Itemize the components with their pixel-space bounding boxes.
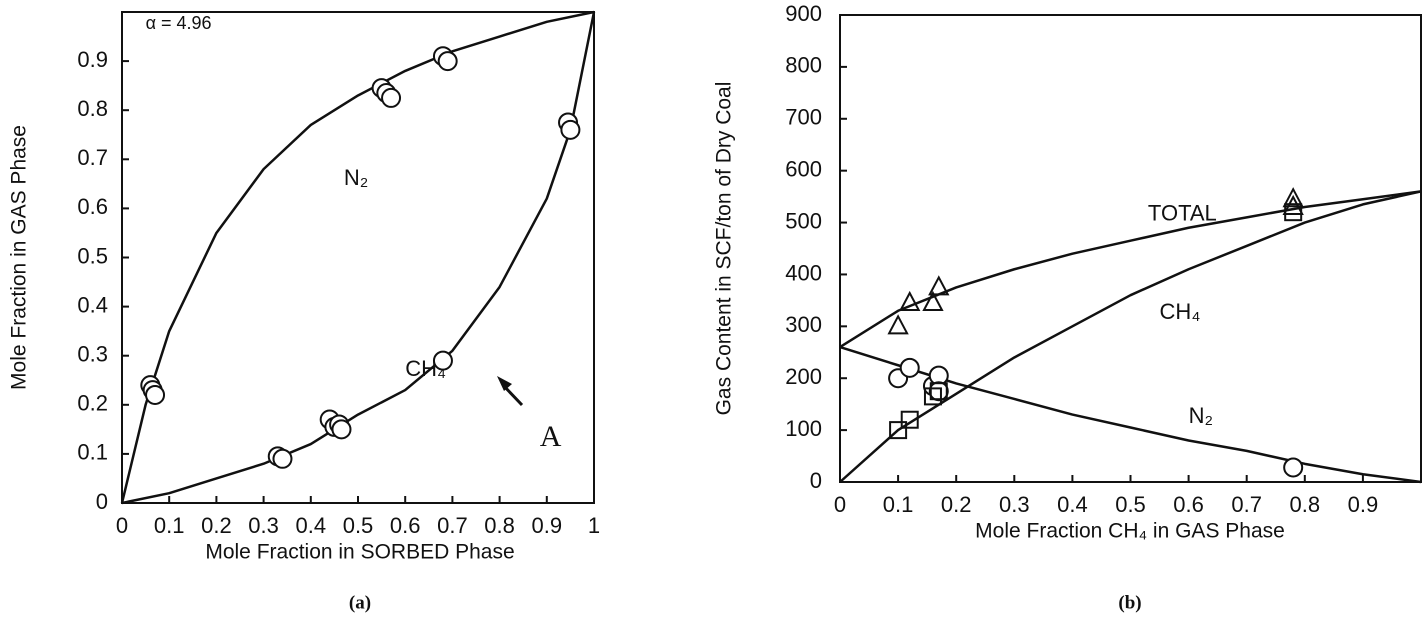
x-tick-label: 0.9	[532, 513, 563, 538]
x-tick-label: 1	[588, 513, 600, 538]
y-tick-label: 0	[810, 468, 822, 493]
x-tick-label: 0.2	[201, 513, 232, 538]
marker	[1282, 187, 1304, 208]
y-tick-label: 0.9	[77, 47, 108, 72]
x-tick-label: 0.2	[941, 492, 972, 517]
x-tick-label: 0.4	[296, 513, 327, 538]
x-tick-label: 0.4	[1057, 492, 1088, 517]
y-tick-label: 0.4	[77, 292, 108, 317]
y-tick-label: 0.8	[77, 96, 108, 121]
marker	[923, 387, 942, 406]
caption: (b)	[1118, 592, 1141, 613]
marker	[928, 275, 950, 296]
x-tick-label: 0.3	[999, 492, 1030, 517]
y-tick-label: 400	[785, 260, 822, 285]
x-tick-label: 0.7	[1231, 492, 1262, 517]
curve	[839, 345, 1422, 484]
x-tick-label: 0.9	[1348, 492, 1379, 517]
marker	[889, 421, 908, 440]
y-tick-label: 900	[785, 1, 822, 26]
marker	[145, 384, 166, 405]
y-tick-label: 700	[785, 105, 822, 130]
y-tick-label: 800	[785, 53, 822, 78]
y-tick-label: 0.5	[77, 243, 108, 268]
y-tick-label: 0.6	[77, 194, 108, 219]
x-tick-label: 0.3	[248, 513, 279, 538]
x-tick-label: 0.1	[883, 492, 914, 517]
marker	[929, 382, 948, 401]
y-tick-label: 0	[96, 489, 108, 514]
marker	[331, 419, 352, 440]
x-axis-title: Mole Fraction in SORBED Phase	[205, 541, 514, 564]
y-tick-label: 0.2	[77, 391, 108, 416]
marker	[1284, 203, 1303, 222]
curve	[120, 10, 595, 504]
y-tick-label: 0.7	[77, 145, 108, 170]
x-tick-label: 0.1	[154, 513, 185, 538]
marker	[437, 51, 458, 72]
y-tick-label: 300	[785, 312, 822, 337]
curve-label: CH₄	[1160, 299, 1201, 324]
marker	[928, 381, 949, 402]
y-axis-title: Gas Content in SCF/ton of Dry Coal	[713, 82, 736, 416]
y-axis-title: Mole Fraction in GAS Phase	[8, 125, 31, 390]
annotation: α = 4.96	[146, 13, 212, 33]
marker	[899, 290, 921, 311]
x-tick-label: 0.6	[390, 513, 421, 538]
curve	[839, 190, 1422, 483]
x-tick-label: 0.5	[343, 513, 374, 538]
x-tick-label: 0.5	[1115, 492, 1146, 517]
x-tick-label: 0.8	[484, 513, 515, 538]
marker	[432, 350, 453, 371]
x-tick-label: 0.7	[437, 513, 468, 538]
marker	[900, 410, 919, 429]
x-axis-title: Mole Fraction CH₄ in GAS Phase	[975, 520, 1285, 543]
x-tick-label: 0	[116, 513, 128, 538]
marker	[922, 290, 944, 311]
y-tick-label: 0.1	[77, 440, 108, 465]
marker	[1283, 457, 1304, 478]
x-tick-label: 0.8	[1290, 492, 1321, 517]
marker	[272, 448, 293, 469]
curve-label: N₂	[344, 165, 368, 190]
y-tick-label: 100	[785, 416, 822, 441]
curve-label: N₂	[1189, 403, 1213, 428]
marker	[887, 314, 909, 335]
marker	[899, 357, 920, 378]
marker	[1282, 194, 1304, 215]
y-tick-label: 0.3	[77, 342, 108, 367]
curve-label: TOTAL	[1148, 201, 1217, 226]
y-tick-label: 600	[785, 156, 822, 181]
y-tick-label: 500	[785, 208, 822, 233]
x-tick-label: 0	[834, 492, 846, 517]
y-tick-label: 200	[785, 364, 822, 389]
arrow-head	[497, 376, 512, 391]
caption: (a)	[349, 592, 371, 613]
marker	[560, 119, 581, 140]
annotation: A	[540, 420, 562, 453]
marker	[381, 87, 402, 108]
x-tick-label: 0.6	[1173, 492, 1204, 517]
plot-frame	[121, 11, 595, 504]
curve	[121, 11, 596, 505]
